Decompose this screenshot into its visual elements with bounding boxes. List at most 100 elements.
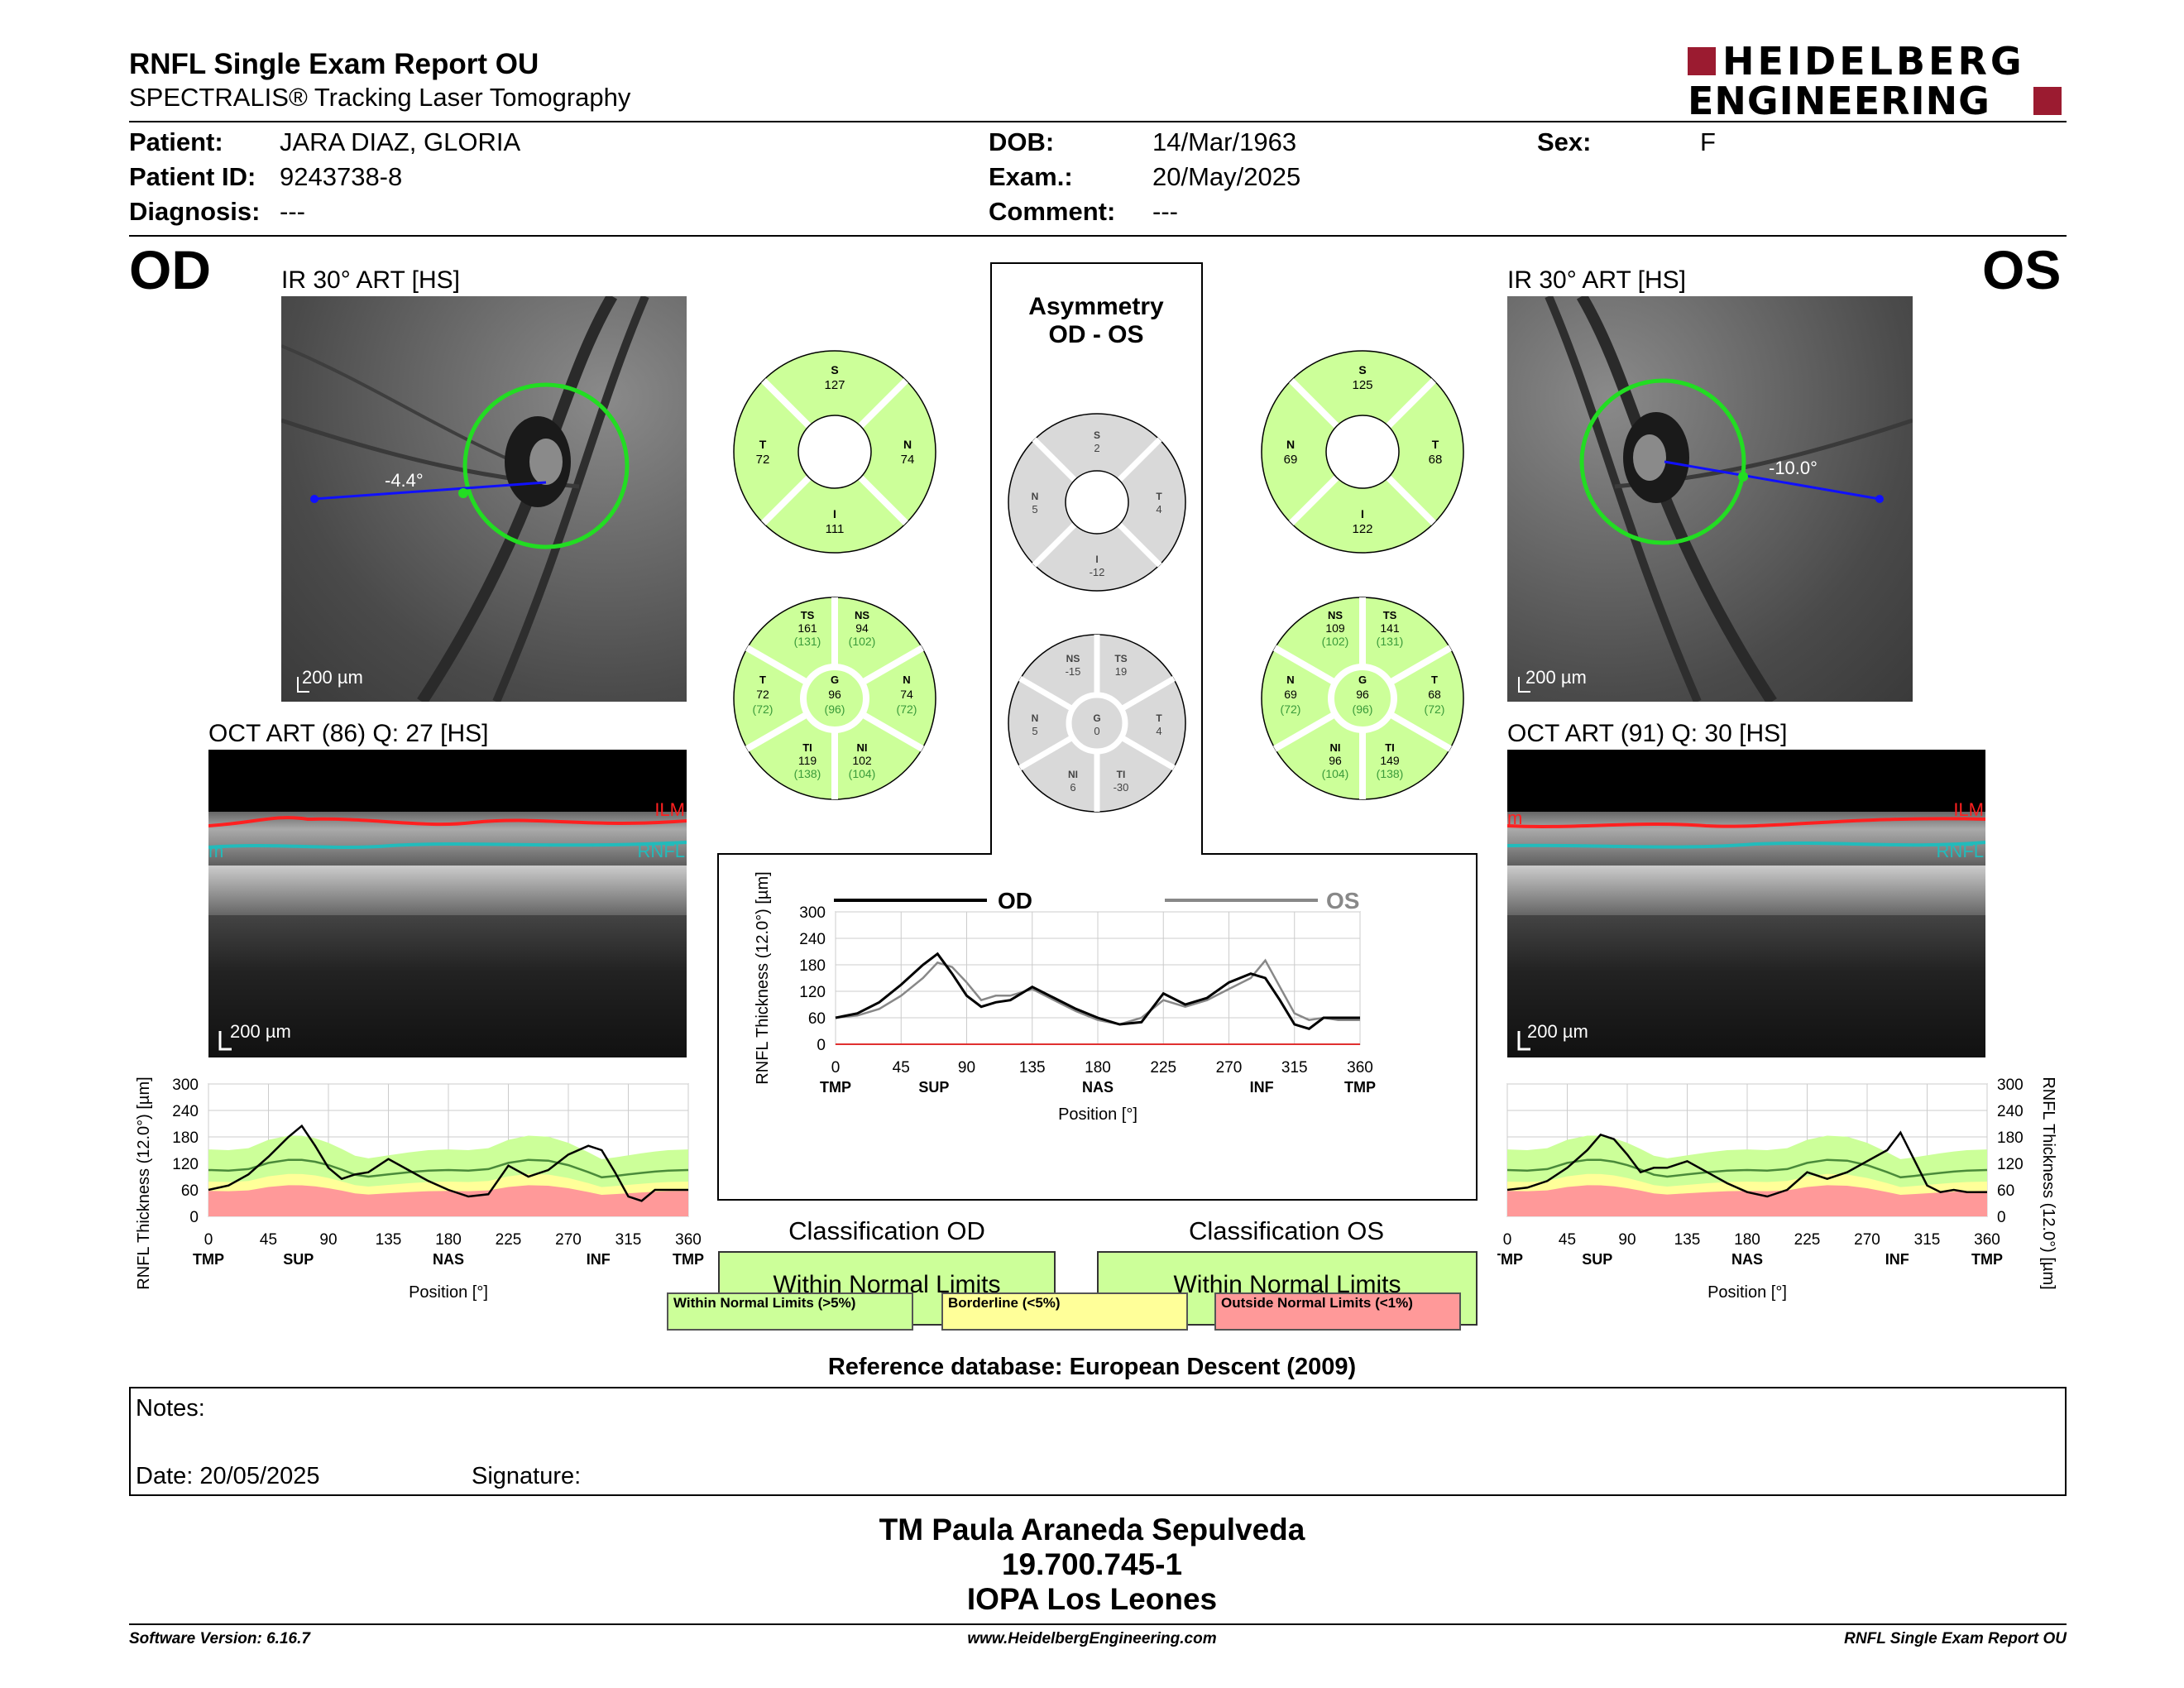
os-ilm-label: ILM xyxy=(1953,799,1984,820)
od-rnfl-line xyxy=(208,841,687,849)
os-legend-label: OS xyxy=(1326,888,1359,914)
os-oct-scale-bar xyxy=(1517,1031,1530,1051)
os-ir-scale: 200 µm xyxy=(1525,667,1587,688)
os-ilm-line xyxy=(1507,817,1985,828)
y-tick-label: 240 xyxy=(799,931,826,948)
x-tick-label: 90 xyxy=(1618,1231,1636,1249)
y-tick-label: 240 xyxy=(1997,1103,2024,1120)
sex-value: F xyxy=(1700,127,1716,156)
asym-ns-label: NS xyxy=(1066,653,1080,664)
x-tick-label: 315 xyxy=(1281,1059,1308,1077)
region-label: TMP xyxy=(193,1251,224,1268)
od-legend-label: OD xyxy=(998,888,1032,914)
y-tick-label: 120 xyxy=(172,1156,199,1173)
notes-box[interactable]: Notes: Date: 20/05/2025 Signature: xyxy=(129,1387,2067,1496)
os-oct-title: OCT ART (91) Q: 30 [HS] xyxy=(1507,720,1788,747)
x-tick-label: 360 xyxy=(1974,1231,2000,1249)
od-retina-layer xyxy=(208,812,687,870)
comment-label: Comment: xyxy=(989,197,1116,226)
y-tick-label: 120 xyxy=(1997,1156,2024,1173)
operator-id: 19.700.745-1 xyxy=(1001,1547,1183,1581)
od-t-value: 72 xyxy=(756,453,770,467)
os-sector6-center xyxy=(1328,664,1397,733)
region-label: INF xyxy=(587,1251,611,1268)
od-t-label: T xyxy=(759,438,767,451)
os-i-label: I xyxy=(1361,507,1364,520)
od-rnfl-label: RNFL xyxy=(637,841,685,861)
y-tick-label: 0 xyxy=(189,1209,199,1226)
patient-divider xyxy=(129,235,2067,237)
x-tick-label: 270 xyxy=(1216,1059,1243,1077)
dob-label: DOB: xyxy=(989,127,1055,156)
dob-value: 14/Mar/1963 xyxy=(1152,127,1297,156)
x-tick-label: 225 xyxy=(1150,1059,1176,1077)
os-side-thickness-line xyxy=(1506,1130,1987,1198)
x-tick-label: 135 xyxy=(376,1231,402,1249)
report-subtitle: SPECTRALIS® Tracking Laser Tomography xyxy=(129,83,631,112)
asym-s-label: S xyxy=(1094,429,1100,441)
os-x-ticks: 0 45 90 135 180 225 270 315 360 xyxy=(1503,1231,2000,1249)
y-tick-label: 0 xyxy=(1997,1209,2006,1226)
x-tick-label: 45 xyxy=(893,1059,910,1077)
logo-text-bottom: ENGINEERING xyxy=(1688,79,1990,123)
od-sector4-diagram: S 127 T 72 N 74 I 111 xyxy=(733,350,936,554)
region-label: TMP xyxy=(820,1079,851,1096)
center-region-labels: TMP SUP NAS INF TMP xyxy=(820,1079,1376,1096)
legend-borderline: Borderline (<5%) xyxy=(941,1292,1188,1331)
od-oct-title: OCT ART (86) Q: 27 [HS] xyxy=(208,720,489,747)
od-n6-value: 74 xyxy=(900,688,913,701)
x-tick-label: 180 xyxy=(1734,1231,1760,1249)
asym-ti-label: TI xyxy=(1117,769,1126,780)
od-ti-value: 119 xyxy=(798,754,817,767)
center-x-ticks: 0 45 90 135 180 225 270 315 360 xyxy=(831,1059,1373,1077)
footer-divider xyxy=(129,1623,2067,1625)
center-thickness-chart: OD OS 300 240 180 120 60 0 0 45 90 135 180 225 270 3… xyxy=(754,871,1376,1124)
os-n6-normal: (72) xyxy=(1281,703,1301,716)
asym-ti-value: -30 xyxy=(1114,781,1129,794)
od-sector6-diagram: TS 161 (131) NS 94 (102) T 72 (72) G 96 … xyxy=(733,597,936,800)
od-y-axis-label: RNFL Thickness (12.0°) [µm] xyxy=(135,1077,153,1289)
od-g-label: G xyxy=(831,674,839,686)
y-tick-label: 300 xyxy=(172,1077,199,1094)
x-tick-label: 135 xyxy=(1674,1231,1701,1249)
os-sector4-diagram: S 125 N 69 T 68 I 122 xyxy=(1261,350,1464,554)
os-eye-label: OS xyxy=(1982,239,2062,300)
od-ns-normal: (102) xyxy=(849,635,876,648)
od-ts-value: 161 xyxy=(797,621,817,635)
exam-value: 20/May/2025 xyxy=(1152,162,1301,191)
od-vessel xyxy=(492,296,649,702)
os-t6-label: T xyxy=(1431,674,1438,686)
asym-i-value: -12 xyxy=(1090,566,1105,578)
os-vessel xyxy=(1545,296,1702,702)
os-s-label: S xyxy=(1358,363,1366,376)
comment-value: --- xyxy=(1152,197,1178,226)
od-s-value: 127 xyxy=(824,378,845,392)
od-ilm-label: ILM xyxy=(654,799,685,820)
os-rpe-layer xyxy=(1507,866,1985,915)
os-ns-normal: (102) xyxy=(1322,635,1349,648)
website-link[interactable]: www.HeidelbergEngineering.com xyxy=(967,1630,1217,1647)
region-label: NAS xyxy=(1082,1079,1114,1096)
os-n-value: 69 xyxy=(1284,453,1298,467)
od-rnfl-label-fragment: m xyxy=(208,841,224,861)
center-x-axis-label: Position [°] xyxy=(1058,1105,1138,1124)
x-tick-label: 315 xyxy=(615,1231,642,1249)
x-tick-label: 0 xyxy=(204,1231,213,1249)
asym-s-value: 2 xyxy=(1094,442,1099,454)
od-scale-bar xyxy=(297,677,309,693)
y-tick-label: 240 xyxy=(172,1103,199,1120)
os-ts-normal: (131) xyxy=(1377,635,1404,648)
x-tick-label: 90 xyxy=(958,1059,975,1077)
od-eye-label: OD xyxy=(129,239,211,300)
x-tick-label: 315 xyxy=(1914,1231,1941,1249)
od-ilm-line xyxy=(208,816,687,827)
y-tick-label: 60 xyxy=(808,1010,826,1028)
region-label: TMP xyxy=(1344,1079,1376,1096)
od-region-labels: TMP SUP NAS INF TMP xyxy=(193,1251,704,1268)
os-choroid-layer xyxy=(1507,915,1985,1057)
x-tick-label: 45 xyxy=(260,1231,277,1249)
od-ns-value: 94 xyxy=(855,621,869,635)
